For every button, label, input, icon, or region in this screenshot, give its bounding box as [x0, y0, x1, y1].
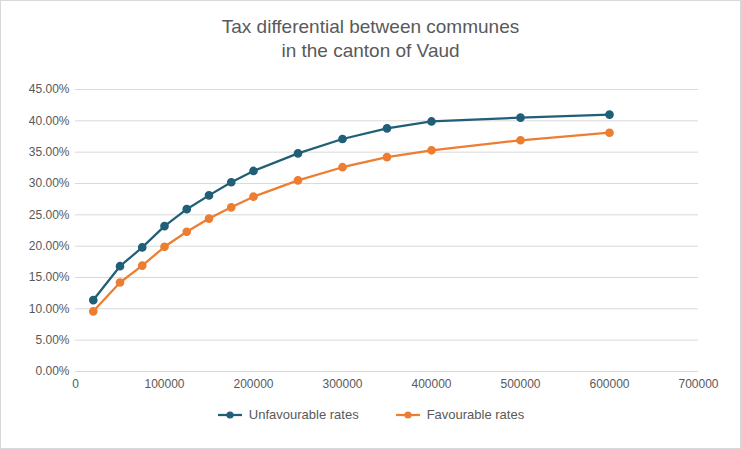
svg-text:10.00%: 10.00% [29, 302, 70, 316]
svg-text:15.00%: 15.00% [29, 270, 70, 284]
svg-text:5.00%: 5.00% [35, 333, 69, 347]
svg-text:100000: 100000 [144, 377, 184, 391]
svg-text:40.00%: 40.00% [29, 114, 70, 128]
svg-text:300000: 300000 [322, 377, 362, 391]
svg-text:35.00%: 35.00% [29, 145, 70, 159]
html-text:Tax differential between commu: Tax differential between communes in the… [221, 16, 520, 61]
svg-text:30.00%: 30.00% [29, 176, 70, 190]
svg-text:45.00%: 45.00% [29, 82, 70, 96]
svg-text:200000: 200000 [233, 377, 273, 391]
svg-text:25.00%: 25.00% [29, 208, 70, 222]
svg-text:400000: 400000 [411, 377, 451, 391]
svg-text:0: 0 [72, 377, 79, 391]
svg-text:600000: 600000 [589, 377, 629, 391]
svg-text:20.00%: 20.00% [29, 239, 70, 253]
html-text:Favourable rates: Favourable rates [426, 407, 525, 422]
svg-text:700000: 700000 [678, 377, 718, 391]
svg-text:500000: 500000 [500, 377, 540, 391]
svg-text:0.00%: 0.00% [35, 364, 69, 378]
html-text:Unfavourable rates: Unfavourable rates [248, 407, 359, 422]
